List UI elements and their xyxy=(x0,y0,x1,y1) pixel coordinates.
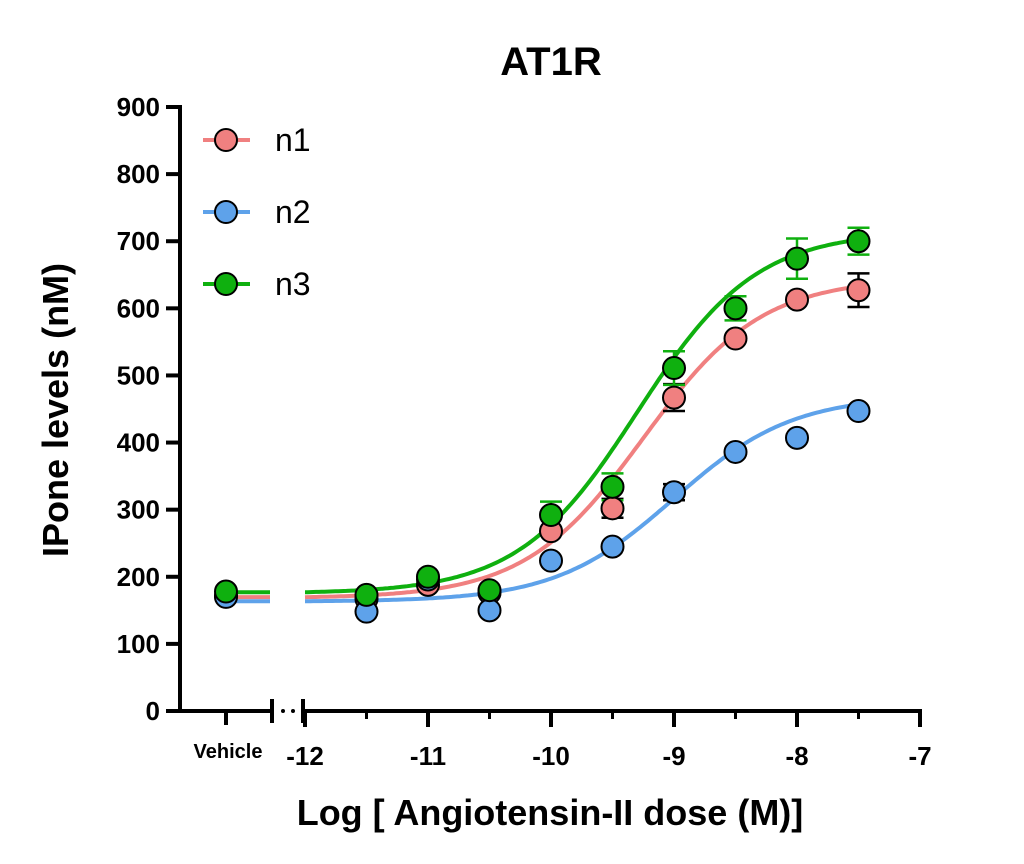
y-tick-label: 800 xyxy=(117,159,160,189)
data-point-n1 xyxy=(662,385,686,410)
legend-label-n2: n2 xyxy=(275,194,311,230)
legend-marker-n2 xyxy=(214,200,238,224)
y-tick-label: 200 xyxy=(117,562,160,592)
vehicle-tick-label: Vehicle xyxy=(194,741,263,763)
axis-break-dot xyxy=(291,709,295,713)
y-tick-label: 900 xyxy=(117,92,160,122)
legend-marker-n1 xyxy=(214,128,238,152)
y-tick-label: 400 xyxy=(117,428,160,458)
chart-title: AT1R xyxy=(500,40,602,84)
x-tick-label: -12 xyxy=(286,741,324,771)
axis-break-dot xyxy=(281,709,285,713)
data-point-n2 xyxy=(662,480,686,505)
y-tick-label: 600 xyxy=(117,293,160,323)
x-tick-label: -8 xyxy=(785,741,808,771)
y-tick-label: 0 xyxy=(146,696,160,726)
data-point-n3 xyxy=(785,246,809,271)
data-point-n1 xyxy=(600,496,625,521)
y-tick-label: 300 xyxy=(117,495,160,525)
legend: n1 n2 n3 xyxy=(203,122,311,302)
data-point-n3 xyxy=(354,582,379,607)
data-point-n3 xyxy=(846,229,871,254)
x-tick-label: -11 xyxy=(410,741,446,771)
data-point-n2 xyxy=(723,439,748,464)
data-point-n1 xyxy=(723,326,748,351)
fit-curve-n3 xyxy=(305,237,859,595)
fit-curve-n2 xyxy=(305,402,859,604)
data-point-n3 xyxy=(723,296,748,321)
data-point-n3 xyxy=(539,503,563,528)
axes: 0 100 200 300 400 500 600 700 800 900 Vehicle -12 -1… xyxy=(117,92,932,771)
data-point-n2 xyxy=(846,399,871,424)
x-axis-label: Log [ Angiotensin-II dose (M)] xyxy=(297,792,804,833)
data-point-n3 xyxy=(600,474,625,499)
data-points xyxy=(214,229,871,624)
y-axis-label: IPone levels (nM) xyxy=(35,263,76,557)
legend-label-n1: n1 xyxy=(275,122,311,158)
x-tick-label: -7 xyxy=(908,741,931,771)
data-point-n2 xyxy=(539,548,563,573)
data-point-n3 xyxy=(662,356,686,381)
fit-curve-n1 xyxy=(304,284,859,600)
data-point-n3 xyxy=(477,578,502,603)
y-tick-label: 700 xyxy=(117,226,160,256)
y-tick-label: 500 xyxy=(117,360,160,390)
x-tick-label: -9 xyxy=(662,741,685,771)
fit-curves xyxy=(226,237,859,604)
data-point-n1 xyxy=(846,278,871,303)
data-point-n2 xyxy=(785,425,809,450)
y-tick-label: 100 xyxy=(117,629,160,659)
data-point-n1 xyxy=(785,287,809,312)
legend-label-n3: n3 xyxy=(275,266,311,302)
x-tick-label: -10 xyxy=(532,741,570,771)
data-point-n2 xyxy=(477,598,502,623)
data-point-n2 xyxy=(600,534,625,559)
data-point-n3 xyxy=(416,564,440,589)
vehicle-point-n3 xyxy=(214,579,238,604)
legend-marker-n3 xyxy=(214,272,238,296)
